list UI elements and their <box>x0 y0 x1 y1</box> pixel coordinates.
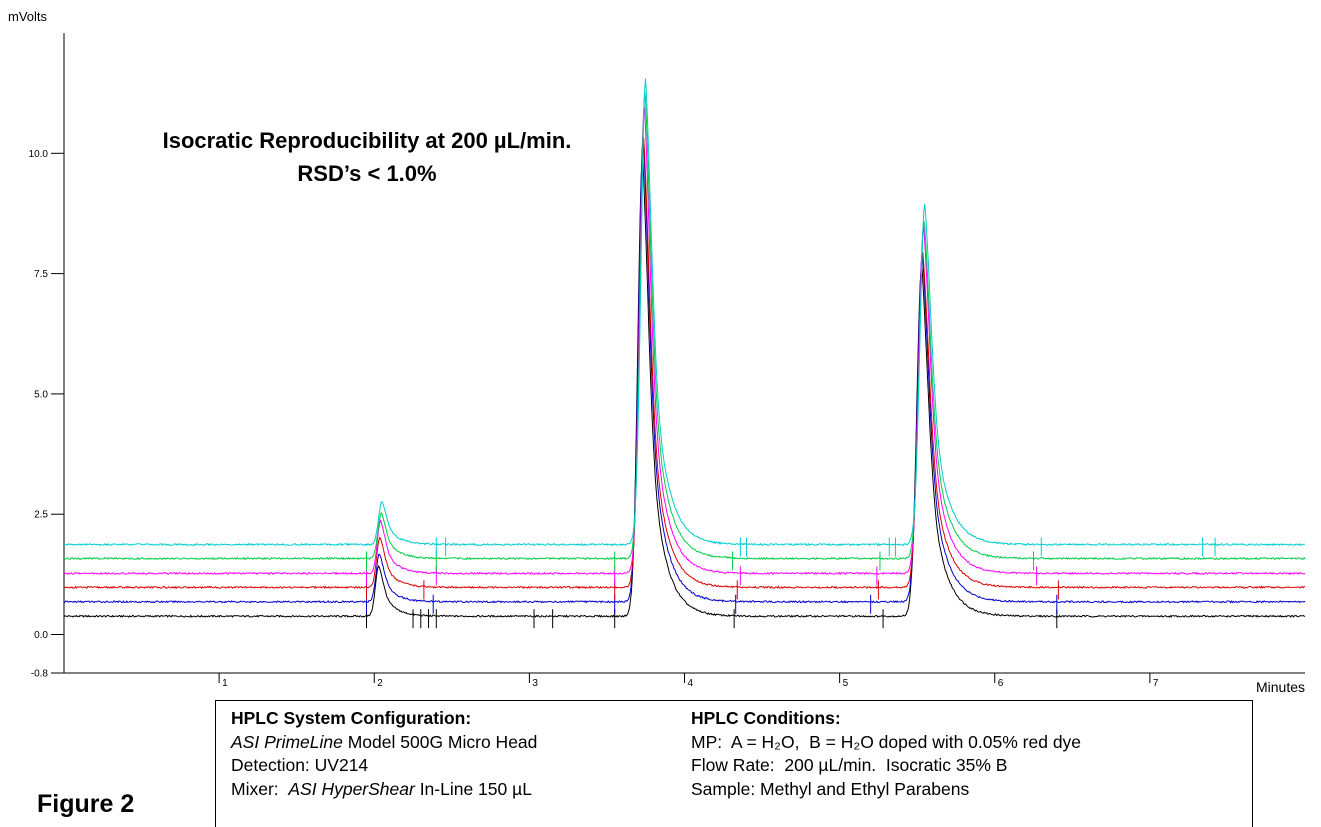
x-tick-label: 6 <box>998 678 1004 689</box>
conditions-heading: HPLC Conditions: <box>691 708 841 728</box>
config-mixer-rest: In-Line 150 µL <box>414 778 532 799</box>
chromatogram-chart: mVolts Isocratic Reproducibility at 200 … <box>8 9 1306 695</box>
y-axis-label: mVolts <box>8 9 48 24</box>
series-line <box>63 107 1306 576</box>
x-tick-label: 3 <box>532 678 538 689</box>
x-tick-label: 5 <box>843 678 849 689</box>
config-heading: HPLC System Configuration: <box>231 708 472 728</box>
y-tick-label: 7.5 <box>34 269 48 280</box>
series-line <box>63 78 1305 547</box>
conditions-sample: Sample: Methyl and Ethyl Parabens <box>691 778 970 799</box>
axes: 10.0 7.5 5.0 2.5 0.0 -0.8 1 2 3 4 5 6 7 <box>29 33 1305 689</box>
y-tick-label: 2.5 <box>34 510 48 521</box>
config-mixer-line: Mixer: ASI HyperShear In-Line 150 µL <box>231 778 537 802</box>
y-tick-label: 5.0 <box>34 389 48 400</box>
chart-title: Isocratic Reproducibility at 200 µL/min. <box>163 128 572 153</box>
series-group <box>63 78 1306 629</box>
series-line <box>63 137 1306 590</box>
series-line <box>63 157 1306 618</box>
y-tick-label: 10.0 <box>29 149 49 160</box>
config-pump-brand: ASI PrimeLine <box>231 731 343 752</box>
series-line <box>63 91 1306 561</box>
x-tick-label: 1 <box>222 678 228 689</box>
config-pump-line: ASI PrimeLine Model 500G Micro Head <box>231 731 537 755</box>
x-tick-label: 4 <box>688 678 694 689</box>
system-configuration-panel: HPLC System Configuration: ASI PrimeLine… <box>231 707 537 801</box>
config-mixer-prefix: Mixer: <box>231 778 289 799</box>
hplc-conditions-panel: HPLC Conditions: MP: A = H₂O, B = H₂O do… <box>691 707 1081 801</box>
figure-label: Figure 2 <box>37 790 135 818</box>
x-axis-label: Minutes <box>1256 679 1305 695</box>
x-tick-label: 7 <box>1153 678 1159 689</box>
series-line <box>63 136 1306 604</box>
y-tick-label: -0.8 <box>31 669 49 680</box>
chart-subtitle: RSD’s < 1.0% <box>297 161 436 186</box>
x-tick-label: 2 <box>377 678 383 689</box>
hplc-info-box: HPLC System Configuration: ASI PrimeLine… <box>215 700 1253 827</box>
conditions-flow-rate: Flow Rate: 200 µL/min. Isocratic 35% B <box>691 755 1008 775</box>
config-detection-line: Detection: UV214 <box>231 755 369 775</box>
config-pump-model: Model 500G Micro Head <box>342 731 538 752</box>
y-tick-label: 0.0 <box>34 630 48 641</box>
conditions-mobile-phase: MP: A = H₂O, B = H₂O doped with 0.05% re… <box>691 731 1082 752</box>
config-mixer-brand: ASI HyperShear <box>288 778 415 799</box>
